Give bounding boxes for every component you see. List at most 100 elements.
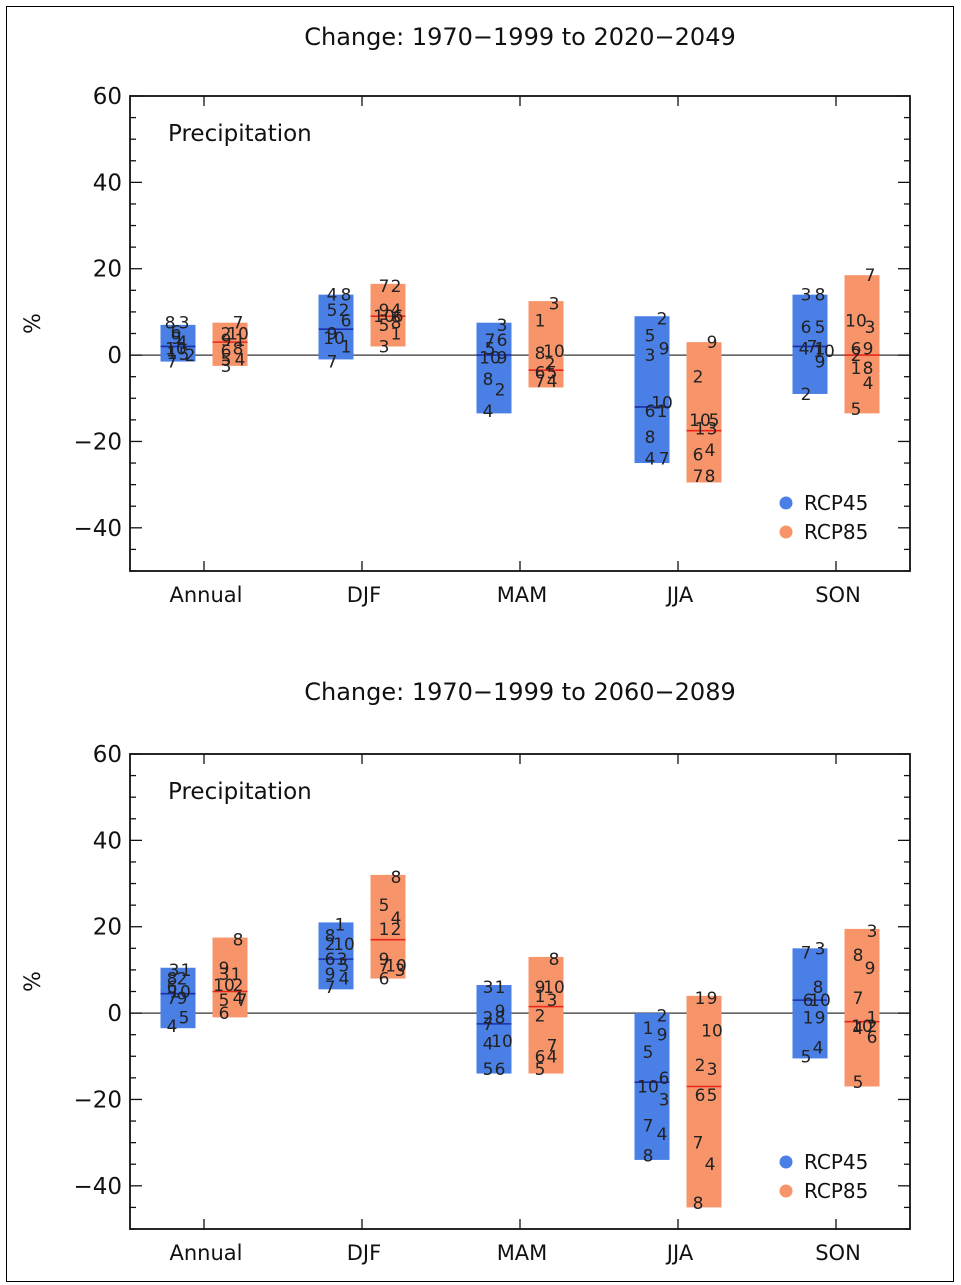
- model-number-label: 9: [177, 989, 188, 1009]
- x-category-label: Annual: [170, 583, 243, 607]
- model-number-label: 6: [221, 342, 232, 362]
- model-number-label: 10: [813, 342, 835, 362]
- model-number-label: 8: [535, 344, 546, 364]
- range-bar-rcp45-djf: [318, 294, 354, 360]
- model-number-label: 6: [393, 307, 404, 327]
- model-number-label: 7: [237, 991, 248, 1011]
- model-number-label: 4: [799, 340, 810, 360]
- model-number-label: 10: [637, 1078, 659, 1098]
- model-number-label: 3: [707, 1060, 718, 1080]
- model-number-label: 6: [659, 1069, 670, 1089]
- model-number-label: 7: [167, 353, 178, 373]
- model-number-label: 9: [171, 329, 182, 349]
- model-number-label: 6: [171, 322, 182, 342]
- model-number-label: 9: [325, 965, 336, 985]
- model-number-label: 6: [803, 991, 814, 1011]
- model-number-label: 7: [483, 1015, 494, 1035]
- legend-marker: [779, 525, 793, 539]
- model-number-label: 6: [867, 1028, 878, 1048]
- model-number-label: 6: [497, 331, 508, 351]
- model-number-label: 5: [547, 363, 558, 383]
- model-number-label: 1: [695, 989, 706, 1009]
- model-number-label: 1: [535, 312, 546, 332]
- model-number-label: 1: [495, 978, 506, 998]
- x-category-label: DJF: [347, 1241, 381, 1265]
- model-number-label: 7: [535, 372, 546, 392]
- model-number-label: 1: [235, 331, 246, 351]
- model-number-label: 4: [853, 1019, 864, 1039]
- model-number-label: 8: [705, 467, 716, 487]
- y-axis-label: %: [21, 971, 46, 992]
- range-bar-rcp45-annual: [160, 324, 196, 362]
- x-category-label: SON: [815, 583, 861, 607]
- model-number-label: 8: [391, 314, 402, 334]
- range-bar-rcp85-mam: [528, 956, 564, 1074]
- model-number-label: 9: [707, 989, 718, 1009]
- model-number-label: 10: [213, 976, 235, 996]
- model-number-label: 9: [865, 959, 876, 979]
- model-number-label: 6: [325, 950, 336, 970]
- range-bar-rcp45-annual: [160, 967, 196, 1029]
- model-number-label: 1: [657, 402, 668, 422]
- model-number-label: 8: [483, 370, 494, 390]
- range-bar-rcp45-mam: [476, 322, 512, 414]
- model-number-label: 10: [651, 394, 673, 414]
- model-number-label: 1: [379, 920, 390, 940]
- model-number-label: 4: [863, 374, 874, 394]
- model-number-label: 1: [803, 1008, 814, 1028]
- x-category-label: DJF: [347, 583, 381, 607]
- model-number-label: 7: [801, 944, 812, 964]
- model-number-label: 3: [395, 961, 406, 981]
- model-number-label: 5: [221, 350, 232, 370]
- model-number-label: 5: [379, 896, 390, 916]
- model-number-label: 2: [185, 346, 196, 366]
- model-number-label: 7: [167, 989, 178, 1009]
- model-number-label: 4: [483, 402, 494, 422]
- model-number-label: 8: [643, 1147, 654, 1167]
- model-number-label: 6: [535, 363, 546, 383]
- model-number-label: 4: [547, 372, 558, 392]
- model-number-label: 7: [643, 1116, 654, 1136]
- model-number-label: 8: [693, 1194, 704, 1214]
- model-number-label: 8: [853, 946, 864, 966]
- model-number-label: 7: [853, 989, 864, 1009]
- model-number-label: 3: [867, 922, 878, 942]
- model-number-label: 5: [379, 316, 390, 336]
- model-number-label: 6: [219, 1004, 230, 1024]
- model-number-label: 2: [545, 355, 556, 375]
- range-bar-rcp45-jja: [634, 316, 670, 464]
- model-number-label: 6: [801, 318, 812, 338]
- model-number-label: 1: [391, 325, 402, 345]
- model-number-label: 4: [391, 301, 402, 321]
- model-number-label: 4: [327, 286, 338, 306]
- model-number-label: 5: [339, 957, 350, 977]
- model-number-label: 10: [543, 342, 565, 362]
- model-number-label: 7: [865, 266, 876, 286]
- model-number-label: 8: [813, 978, 824, 998]
- model-number-label: 6: [695, 1086, 706, 1106]
- model-number-label: 1: [851, 359, 862, 379]
- model-number-label: 3: [659, 1090, 670, 1110]
- model-number-label: 9: [497, 348, 508, 368]
- x-category-label: Annual: [170, 1241, 243, 1265]
- legend-label: RCP45: [804, 1150, 868, 1174]
- model-number-label: 2: [233, 976, 244, 996]
- model-number-label: 10: [323, 329, 345, 349]
- model-number-label: 3: [497, 316, 508, 336]
- model-number-label: 1: [867, 1008, 878, 1028]
- model-number-label: 5: [535, 1060, 546, 1080]
- model-number-label: 8: [233, 340, 244, 360]
- model-number-label: 8: [341, 286, 352, 306]
- model-number-label: 4: [483, 1034, 494, 1054]
- model-number-label: 10: [543, 978, 565, 998]
- model-number-label: 3: [707, 420, 718, 440]
- range-bar-rcp85-son: [844, 928, 880, 1087]
- model-number-label: 10: [479, 348, 501, 368]
- range-bar-rcp45-mam: [476, 985, 512, 1074]
- model-number-label: 10: [701, 1021, 723, 1041]
- chart-title: Change: 1970−1999 to 2060−2089: [304, 678, 735, 706]
- model-number-label: 3: [379, 337, 390, 357]
- model-number-label: 5: [851, 400, 862, 420]
- model-number-label: 4: [547, 1047, 558, 1067]
